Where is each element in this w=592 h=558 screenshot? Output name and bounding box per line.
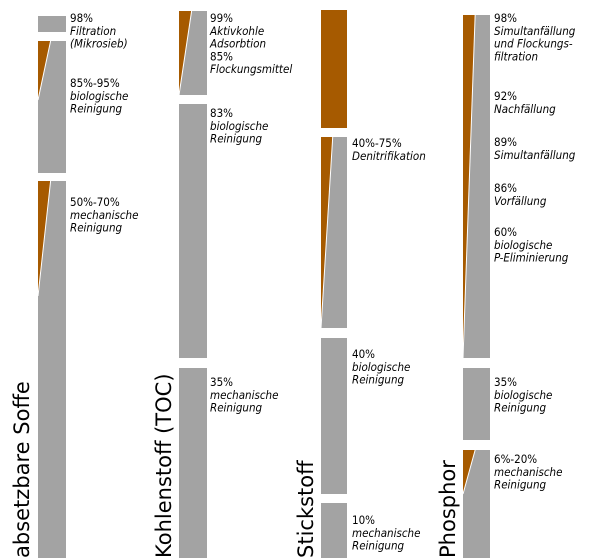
stage-label: 89% Simultanfällung (494, 135, 576, 162)
stage-percentage: 40%-75% (352, 136, 402, 150)
stage-description: Filtration (70, 24, 116, 38)
stage-bar (321, 338, 347, 494)
stage-percentage: 92% (494, 89, 517, 103)
stage-label: 92% Nachfällung (494, 89, 556, 116)
group-2: Kohlenstoff (TOC) 99% Aktivkohle Adsorbtion… (152, 10, 292, 558)
stage-description: Nachfällung (494, 102, 556, 116)
stage-bar (321, 503, 347, 558)
stage-description: Reinigung (494, 478, 547, 492)
stage-label: 85%-95% biologische Reinigung (70, 76, 128, 116)
stage-description: Reinigung (352, 373, 405, 387)
stage-description: Reinigung (70, 221, 123, 235)
wedge-edge (320, 136, 334, 329)
stage-label: 83% biologische Reinigung (210, 106, 268, 146)
removed-fraction-bar (321, 10, 347, 128)
stage-description: mechanische (70, 208, 138, 222)
stage-description: (Mikrosieb) (70, 37, 128, 51)
stage-description: filtration (494, 49, 538, 63)
stage-description: Reinigung (352, 539, 405, 553)
stage-label: 86% Vorfällung (494, 181, 547, 208)
stage-label: 50%-70% mechanische Reinigung (70, 195, 138, 235)
stage-bar (179, 104, 207, 358)
wedge-edge (37, 40, 52, 101)
stage-description: mechanische (494, 465, 562, 479)
stage-percentage: 10% (352, 513, 375, 527)
stage-description: biologische (494, 388, 552, 402)
stage-description: Adsorbtion (209, 37, 266, 51)
stage-percentage: 50%-70% (70, 195, 120, 209)
stage-description: mechanische (352, 526, 420, 540)
stage-percentage: 6%-20% (494, 452, 537, 466)
stage-description: Reinigung (210, 132, 263, 146)
stage-percentage: 89% (494, 135, 517, 149)
stage-label: 6%-20% mechanische Reinigung (494, 452, 562, 492)
stage-percentage: 85%-95% (70, 76, 120, 90)
wedge-edge (178, 10, 193, 96)
group-1: absetzbare Soffe 98% Filtration (Mikrosieb)… (10, 11, 138, 558)
stage-percentage: 86% (494, 181, 517, 195)
stage-description: Aktivkohle (209, 24, 264, 38)
stage-percentage: 60% (494, 225, 517, 239)
stage-description: biologische (210, 119, 268, 133)
stage-description: Simultanfällung (494, 148, 576, 162)
stage-description: Simultanfällung (494, 24, 576, 38)
stage-description: Reinigung (70, 102, 123, 116)
stage-label: 98% Filtration (Mikrosieb) (70, 11, 128, 51)
stage-percentage: 98% (494, 11, 517, 25)
stage-percentage: 85% (210, 49, 233, 63)
stage-description: Vorfällung (494, 194, 547, 208)
group-title: Stickstoff (294, 460, 318, 558)
stage-bar (179, 368, 207, 558)
stage-label: 60% biologische P-Eliminierung (494, 225, 569, 265)
stage-percentage: 35% (210, 375, 233, 389)
stage-label: 35% biologische Reinigung (494, 375, 552, 415)
stage-description: biologische (494, 238, 552, 252)
group-title: absetzbare Soffe (10, 381, 34, 558)
wedge-edge (462, 449, 476, 495)
stage-label: 40%-75% Denitrifikation (352, 136, 426, 163)
stage-percentage: 99% (210, 11, 233, 25)
stage-label: 35% mechanische Reinigung (210, 375, 278, 415)
stage-percentage: 40% (352, 347, 375, 361)
wedge-edge (37, 180, 52, 297)
stage-description: Reinigung (210, 401, 263, 415)
stage-description: mechanische (210, 388, 278, 402)
group-title: Phosphor (436, 460, 460, 558)
stage-label: 40% biologische Reinigung (352, 347, 410, 387)
group-3: Stickstoff 40%-75% Denitrifikation 40% biolo… (294, 10, 426, 558)
stage-description: Denitrifikation (352, 149, 426, 163)
stage-description: biologische (352, 360, 410, 374)
stage-percentage: 83% (210, 106, 233, 120)
stage-description: biologische (70, 89, 128, 103)
stage-label: 10% mechanische Reinigung (352, 513, 420, 553)
group-title: Kohlenstoff (TOC) (152, 373, 176, 558)
stage-label: 99% Aktivkohle Adsorbtion 85% Flockungsmitte… (209, 11, 292, 76)
stage-description: Reinigung (494, 401, 547, 415)
stage-description: Flockungsmittel (210, 62, 292, 76)
stage-percentage: 35% (494, 375, 517, 389)
wedge-edge (462, 14, 476, 359)
stage-bar (463, 368, 490, 440)
stage-bar (38, 16, 66, 32)
stage-description: und Flockungs- (494, 37, 573, 51)
stage-description: P-Eliminierung (494, 251, 569, 265)
stage-percentage: 98% (70, 11, 93, 25)
stage-label: 98% Simultanfällung und Flockungs-filtrati… (494, 11, 576, 63)
